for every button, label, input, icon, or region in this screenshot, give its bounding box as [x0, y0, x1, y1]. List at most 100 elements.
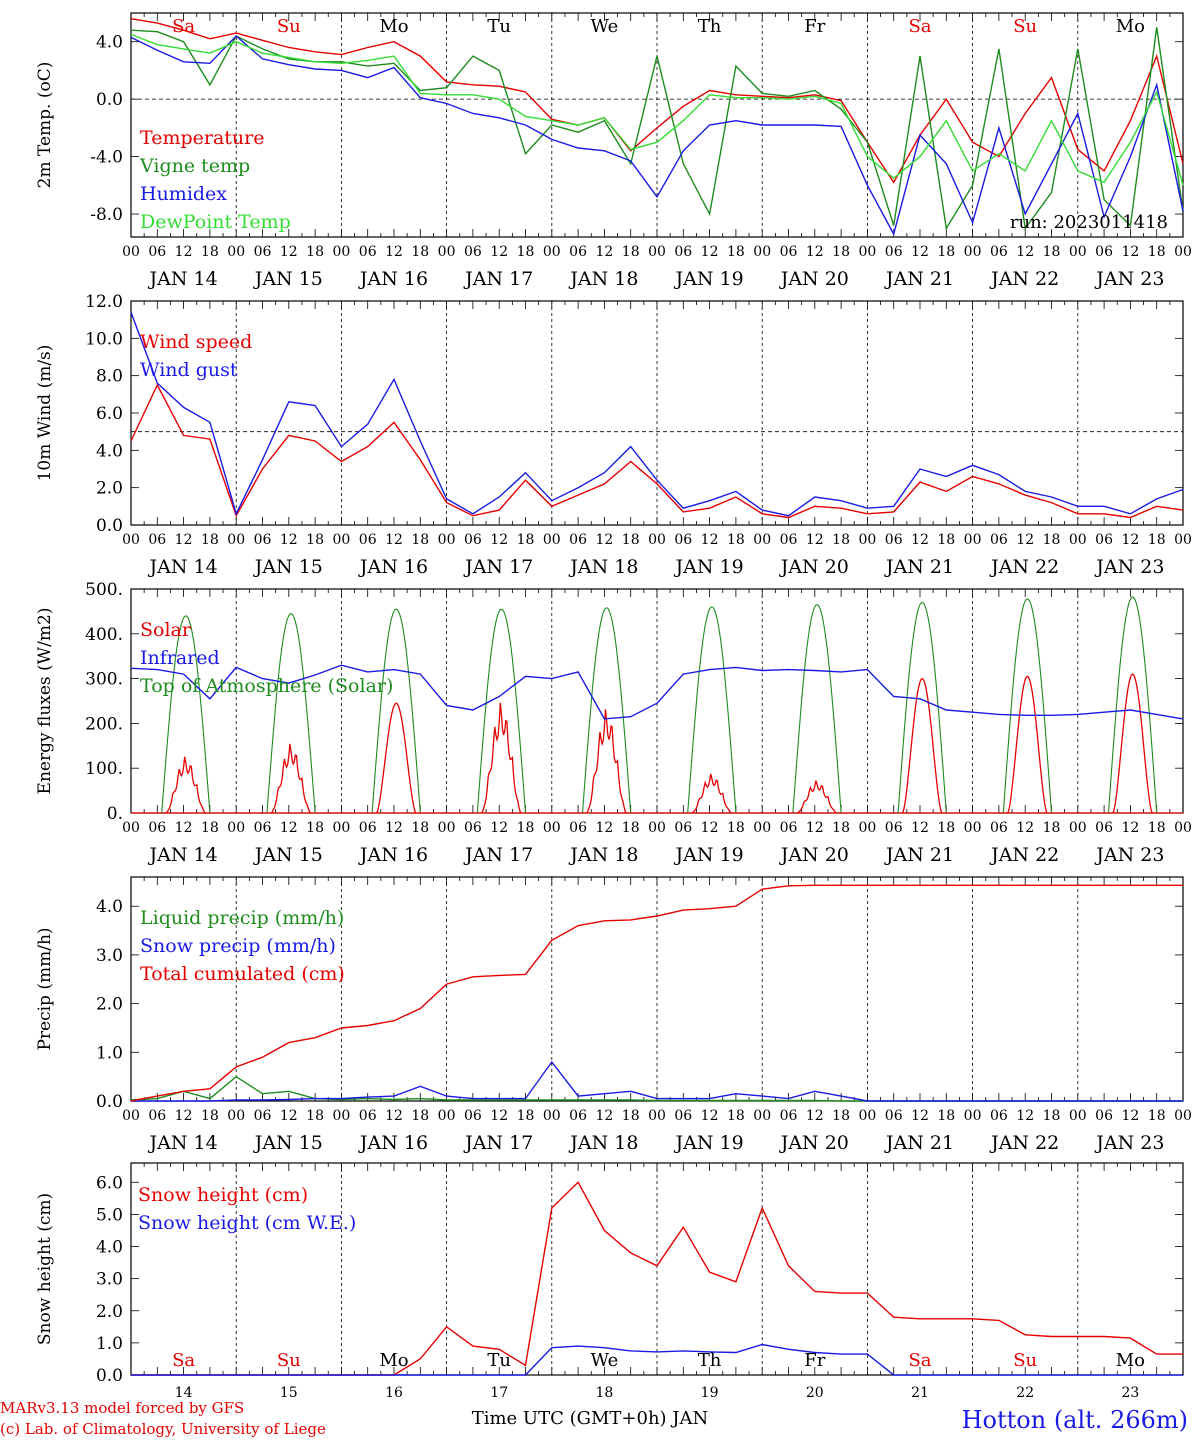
panel-5: 0.0 1.0 2.0 3.0 4.0 5.0 6.0 Snow height (cm) Sno…	[35, 1162, 1184, 1401]
hour-label: 06	[254, 820, 272, 836]
hour-label: 06	[359, 820, 377, 836]
hour-label: 12	[1016, 532, 1034, 548]
y-axis-title: Precip (mm/h)	[35, 927, 55, 1050]
y-tick-label: -8.0	[90, 205, 123, 225]
day-name: Su	[277, 16, 301, 37]
hour-label: 00	[227, 532, 245, 548]
hour-label: 00	[964, 820, 982, 836]
hour-label: 12	[701, 820, 719, 836]
hour-label: 12	[175, 1108, 193, 1124]
hour-label: 18	[622, 1108, 640, 1124]
hour-label: 06	[674, 1108, 692, 1124]
hour-label: 06	[990, 532, 1008, 548]
day-name: Sa	[172, 16, 195, 37]
hour-label: 00	[648, 1108, 666, 1124]
y-tick-label: 4.0	[96, 1238, 123, 1258]
y-tick-label: 8.0	[96, 367, 123, 387]
hour-label: 18	[1043, 820, 1061, 836]
hour-label: 06	[780, 1108, 798, 1124]
date-label: JAN 15	[253, 268, 323, 290]
y-tick-label: 4.0	[96, 897, 123, 917]
hour-label: 12	[175, 244, 193, 260]
date-label: JAN 20	[779, 1132, 849, 1154]
toa-solar-curve	[792, 604, 842, 814]
date-label: JAN 19	[674, 556, 744, 578]
date-label: JAN 16	[358, 268, 428, 290]
solar-curve	[481, 702, 522, 814]
date-label: JAN 14	[148, 844, 218, 866]
hour-label: 06	[464, 820, 482, 836]
solar-curve	[165, 756, 206, 814]
hour-label: 00	[332, 244, 350, 260]
hour-label: 12	[1016, 820, 1034, 836]
hour-label: 00	[543, 532, 561, 548]
hour-label: 06	[1095, 244, 1113, 260]
hour-label: 06	[569, 532, 587, 548]
date-label: JAN 17	[463, 268, 533, 290]
hour-label: 12	[280, 244, 298, 260]
hour-label: 00	[1069, 244, 1087, 260]
day-name: Mo	[1116, 1350, 1145, 1371]
hour-label: 12	[490, 244, 508, 260]
toa-solar-curve	[266, 612, 316, 814]
hour-label: 12	[280, 532, 298, 548]
hour-label: 12	[595, 820, 613, 836]
hour-label: 18	[1148, 532, 1166, 548]
hour-label: 06	[885, 1108, 903, 1124]
date-label: JAN 18	[568, 268, 638, 290]
hour-label: 00	[1069, 820, 1087, 836]
hour-label: 18	[832, 1108, 850, 1124]
series-line-red	[130, 383, 1184, 519]
day-number: 15	[280, 1385, 298, 1401]
hour-label: 18	[832, 532, 850, 548]
hour-label: 00	[964, 244, 982, 260]
hour-label: 18	[1148, 244, 1166, 260]
series-line-lime	[130, 33, 1184, 186]
toa-solar-curve	[1002, 598, 1053, 814]
hour-label: 18	[306, 1108, 324, 1124]
hour-label: 12	[490, 532, 508, 548]
legend-blue: Snow height (cm W.E.)	[138, 1212, 356, 1234]
y-tick-label: 0.0	[96, 1366, 123, 1386]
day-number: 23	[1121, 1385, 1139, 1401]
credit-line-2: (c) Lab. of Climatology, University of L…	[0, 1420, 326, 1438]
day-name: Su	[1013, 16, 1037, 37]
date-label: JAN 17	[463, 1132, 533, 1154]
hour-label: 06	[148, 820, 166, 836]
hour-label: 18	[517, 820, 535, 836]
hour-label: 00	[438, 820, 456, 836]
hour-label: 18	[937, 244, 955, 260]
hour-label: 18	[517, 1108, 535, 1124]
hour-label: 00	[227, 1108, 245, 1124]
hour-label: 12	[280, 820, 298, 836]
hour-label: 18	[517, 244, 535, 260]
y-tick-label: 500.	[85, 580, 123, 600]
hour-label: 18	[937, 820, 955, 836]
hour-label: 18	[517, 532, 535, 548]
hour-label: 12	[701, 244, 719, 260]
hour-label: 00	[332, 532, 350, 548]
hour-label: 18	[411, 820, 429, 836]
date-label: JAN 16	[358, 556, 428, 578]
y-tick-label: 3.0	[96, 946, 123, 966]
y-tick-label: 1.0	[96, 1043, 123, 1063]
hour-label: 00	[753, 532, 771, 548]
solar-curve	[1007, 675, 1048, 814]
legend-lime: DewPoint Temp	[140, 211, 291, 233]
hour-label: 00	[438, 1108, 456, 1124]
hour-label: 12	[701, 532, 719, 548]
y-tick-label: 1.0	[96, 1334, 123, 1354]
day-number: 20	[806, 1385, 824, 1401]
y-tick-label: 2.0	[96, 479, 123, 499]
day-name: Fr	[804, 1350, 825, 1371]
day-number: 14	[175, 1385, 193, 1401]
hour-label: 06	[359, 244, 377, 260]
day-name: Fr	[804, 16, 825, 37]
hour-label: 12	[490, 820, 508, 836]
hour-label: 06	[569, 244, 587, 260]
y-tick-label: 2.0	[96, 1302, 123, 1322]
solar-curve	[1112, 673, 1153, 814]
date-label: JAN 19	[674, 844, 744, 866]
